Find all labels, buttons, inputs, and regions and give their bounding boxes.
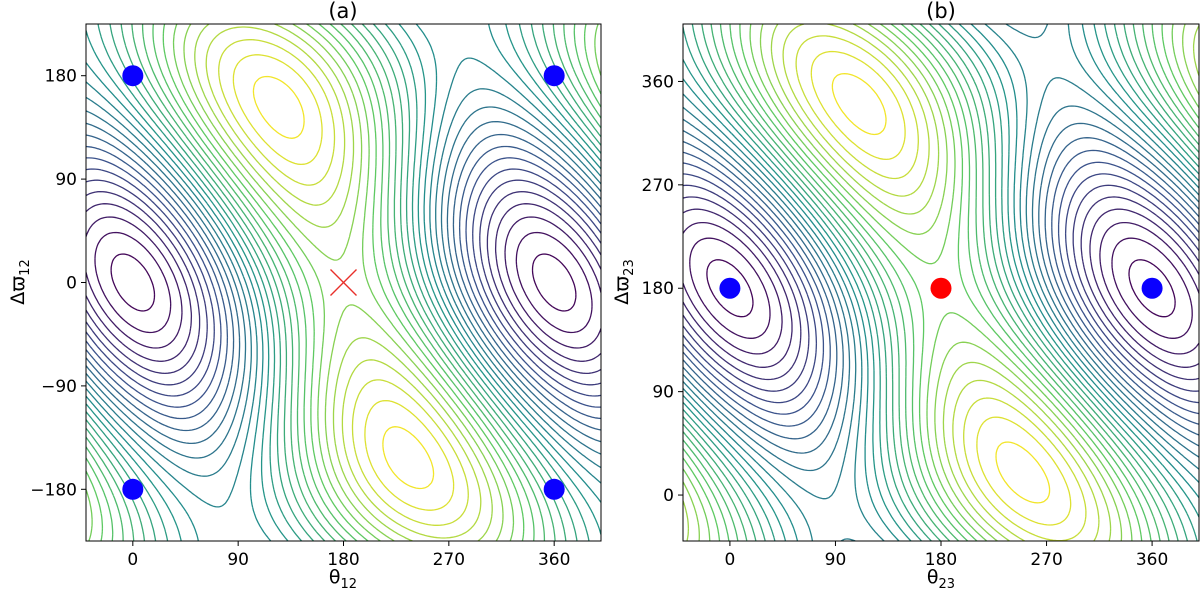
equilibrium-point [543,478,565,500]
contour-level-26 [683,24,1200,541]
contour-level-1 [110,253,577,312]
x-tick-label: 180 [327,550,359,570]
contour-level-20 [683,24,1200,541]
contour-level-8 [683,161,1200,415]
contour-level-7 [86,168,601,397]
contour-level-30 [831,72,1051,504]
contour-level-25 [683,24,1200,541]
contour-level-29 [810,50,1072,526]
contour-level-22 [683,24,1200,541]
contour-level-3 [683,221,1200,355]
contour-level-9 [683,149,1200,427]
y-tick-label: 90 [55,170,77,190]
contour-level-11 [86,120,601,445]
panel-b: 0 90 180 270 360 0 90 180 270 360 (b) θ23 Δϖ23 [611,0,1200,591]
contour-level-11 [683,122,1200,454]
panel-a: 0 90 180 270 360 −180 −90 0 90 180 (a) θ12 Δϖ12 [7,0,602,591]
contour-level-13 [683,24,1200,541]
contour-level-27 [782,24,1100,541]
equilibrium-point [1141,277,1163,299]
contour-lines-a [86,24,601,541]
contour-level-21 [683,24,1200,541]
ticks-b: 0 90 180 270 360 0 90 180 270 360 [642,72,1169,570]
panel-title-b: (b) [926,0,956,23]
x-tick-label: 90 [825,550,847,570]
y-tick-label: 0 [66,274,77,294]
contour-level-9 [86,145,601,420]
saddle-point-marker [330,269,357,296]
contour-level-4 [683,208,1200,368]
contour-level-12 [86,106,601,459]
y-tick-label: 180 [642,279,674,299]
panel-title-a: (a) [328,0,357,23]
contour-level-2 [94,231,593,334]
contour-level-24 [683,24,1200,541]
y-tick-label: 360 [642,72,674,92]
contour-level-1 [706,259,1176,318]
contour-lines-b [683,24,1200,541]
contour-level-14 [86,57,601,508]
contour-level-20 [86,24,601,541]
contour-level-13 [86,88,601,477]
contour-level-5 [86,190,601,375]
contour-level-15 [86,24,601,541]
x-tick-label: 0 [724,550,735,570]
x-axis-label-a: θ12 [329,566,357,591]
contour-level-17 [683,24,1200,541]
contour-level-19 [683,24,1200,541]
contour-level-30 [252,75,435,490]
equilibrium-point [122,478,144,500]
x-axis-label-b: θ23 [927,566,955,591]
contour-level-2 [689,237,1193,339]
y-tick-label: 270 [642,176,674,196]
x-tick-label: 360 [1136,550,1168,570]
markers-a [122,65,565,500]
contour-level-28 [218,39,469,526]
contour-level-21 [86,24,601,541]
contour-level-5 [683,196,1200,381]
equilibrium-point [543,65,565,87]
y-tick-label: 90 [652,383,674,403]
contour-level-18 [683,24,1200,541]
contour-level-26 [194,24,493,541]
contour-level-10 [683,137,1200,440]
contour-level-23 [683,24,1200,541]
ticks-a: 0 90 180 270 360 −180 −90 0 90 180 [30,67,570,570]
y-tick-label: −180 [30,480,77,500]
contour-level-27 [205,26,482,539]
contour-level-10 [86,133,601,432]
x-tick-label: 0 [127,550,138,570]
contour-level-29 [232,54,455,511]
contour-level-16 [86,24,601,541]
contour-level-7 [683,173,1200,404]
x-tick-label: 180 [925,550,957,570]
y-tick-label: 0 [663,486,674,506]
x-tick-label: 360 [538,550,570,570]
x-tick-label: 270 [1030,550,1062,570]
contour-level-12 [683,105,1200,472]
contour-level-22 [86,24,601,541]
contour-level-6 [86,179,601,386]
x-tick-label: 90 [227,550,249,570]
equilibrium-point [930,277,952,299]
contour-level-28 [795,35,1087,541]
contour-level-25 [183,24,504,541]
equilibrium-point [122,65,144,87]
contour-level-8 [86,157,601,408]
y-tick-label: −90 [41,377,77,397]
contour-level-23 [86,24,601,541]
contour-level-14 [683,24,1200,541]
y-axis-label-b: Δϖ23 [611,259,637,304]
contour-level-18 [86,24,601,541]
y-axis-label-a: Δϖ12 [7,259,33,304]
contour-level-4 [86,203,601,362]
y-tick-label: 180 [45,67,77,87]
contour-level-16 [683,24,1200,541]
equilibrium-point [719,277,741,299]
markers-b [719,277,1163,299]
contour-level-24 [86,24,601,541]
x-tick-label: 270 [433,550,465,570]
contour-level-6 [683,184,1200,392]
